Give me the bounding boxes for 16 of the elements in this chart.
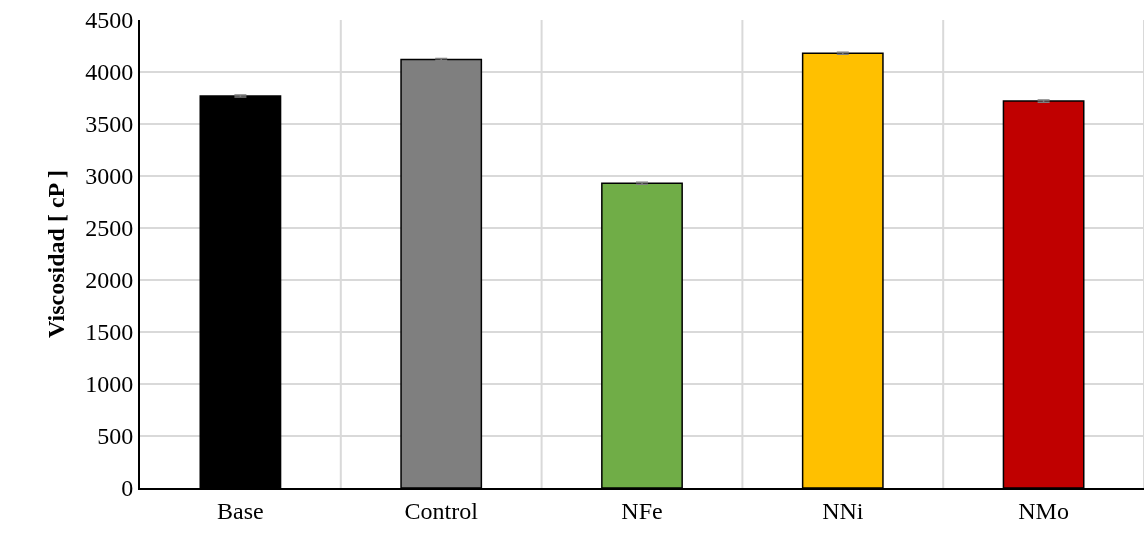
y-tick-label: 0 <box>121 475 134 502</box>
y-tick-label: 500 <box>97 423 134 450</box>
x-tick-label: Base <box>217 497 264 524</box>
y-axis-title: Viscosidad [ cP ] <box>42 170 69 338</box>
y-tick-label: 2000 <box>85 267 134 294</box>
y-tick-label: 1000 <box>85 371 134 398</box>
x-tick-label: NMo <box>1018 497 1069 524</box>
y-tick-label: 1500 <box>85 319 134 346</box>
y-tick-label: 3000 <box>85 163 134 190</box>
y-tick-label: 4500 <box>85 7 134 34</box>
y-tick-label: 3500 <box>85 111 134 138</box>
y-tick-label: 2500 <box>85 215 134 242</box>
x-tick-label: NNi <box>822 497 864 524</box>
y-tick-label: 4000 <box>85 59 134 86</box>
x-tick-label: NFe <box>621 497 663 524</box>
x-tick-label: Control <box>404 497 479 524</box>
